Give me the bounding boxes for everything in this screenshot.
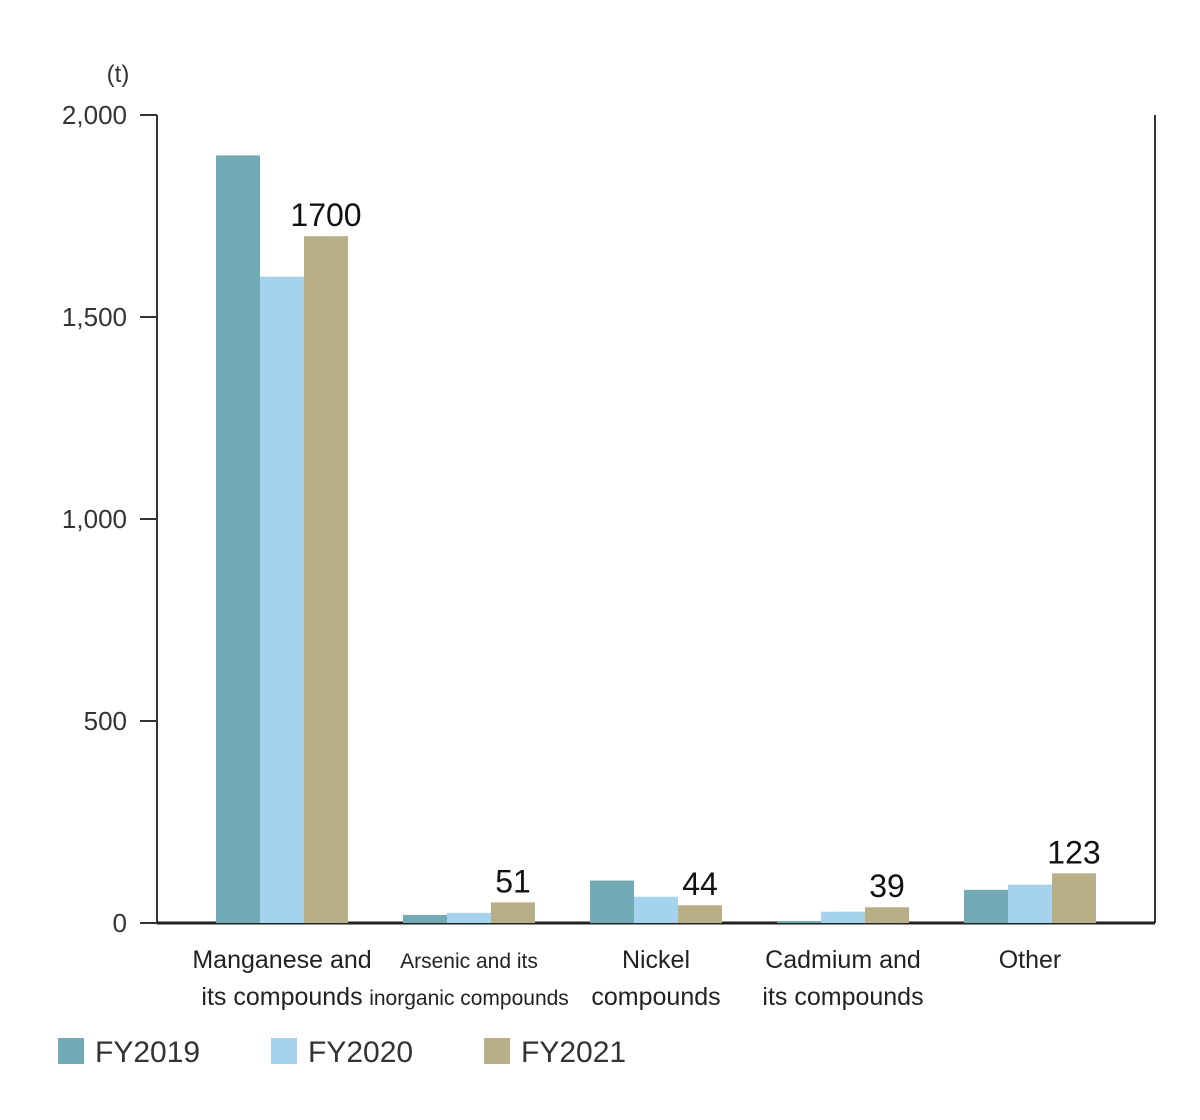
bar-fy2019-2 [590,880,634,923]
category-label: compounds [591,983,720,1011]
y-tick-label: 500 [84,706,127,736]
bar-fy2019-3 [777,920,821,923]
bar-fy2021-4 [1052,873,1096,923]
y-tick-label: 1,500 [62,302,127,332]
bar-fy2020-3 [821,911,865,923]
bar-fy2021-2 [678,905,722,923]
data-label: 51 [495,863,531,899]
bar-fy2021-1 [491,902,535,923]
category-label: its compounds [762,983,923,1011]
category-label: Cadmium and [765,946,921,974]
chart-bars [216,155,1096,924]
data-label: 44 [682,866,718,902]
y-tick-label: 0 [113,908,127,938]
bar-fy2020-4 [1008,884,1052,923]
bar-fy2019-0 [216,155,260,923]
bar-fy2020-0 [260,276,304,924]
y-axis-unit-label: (t) [107,61,130,88]
bar-fy2021-3 [865,907,909,923]
category-label: Nickel [622,946,690,974]
bar-fy2020-1 [447,912,491,923]
category-label: inorganic compounds [369,987,569,1010]
category-label: Manganese and [192,946,371,974]
data-label: 39 [869,868,905,904]
bar-fy2019-1 [403,914,447,923]
y-tick-label: 1,000 [62,504,127,534]
legend-label-fy2021: FY2021 [521,1036,626,1069]
category-label: its compounds [201,983,362,1011]
y-tick-label: 2,000 [62,100,127,130]
data-label: 1700 [290,197,361,233]
bar-fy2019-4 [964,889,1008,923]
data-label: 123 [1047,834,1100,870]
category-label: Other [999,946,1062,974]
chart-legend: FY2019 FY2020 FY2021 [58,1036,626,1069]
legend-swatch-fy2020 [271,1038,297,1064]
legend-swatch-fy2019 [58,1038,84,1064]
legend-label-fy2019: FY2019 [95,1036,200,1069]
chart-labels: 1700 51 44 39 123 Manganese and its compounds A… [192,197,1100,1011]
legend-label-fy2020: FY2020 [308,1036,413,1069]
bar-fy2021-0 [304,236,348,923]
bar-fy2020-2 [634,896,678,923]
legend-swatch-fy2021 [484,1038,510,1064]
category-label: Arsenic and its [400,950,538,973]
